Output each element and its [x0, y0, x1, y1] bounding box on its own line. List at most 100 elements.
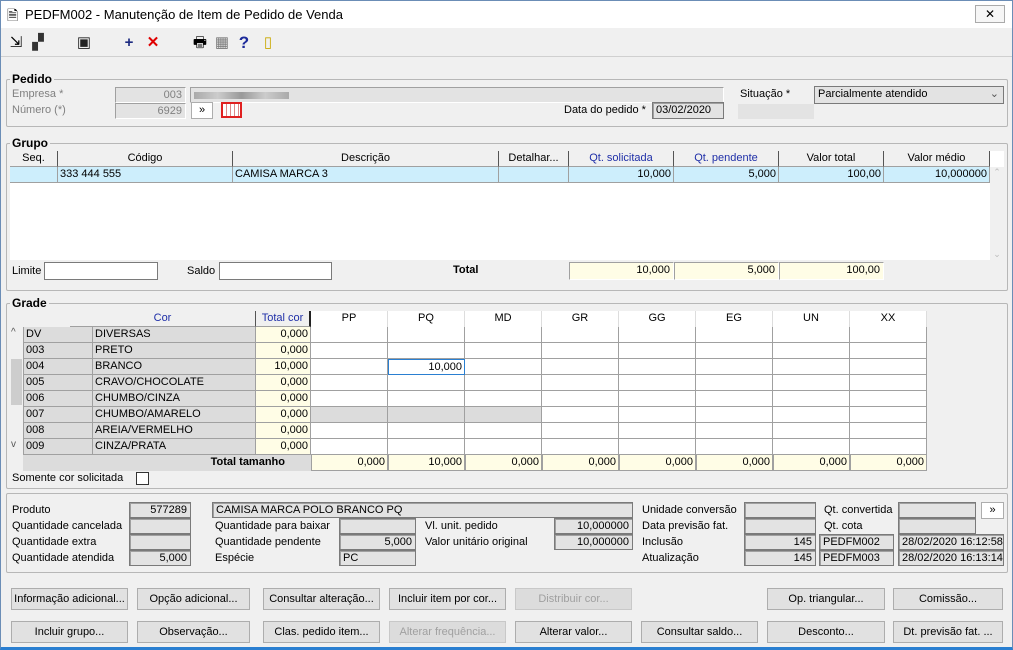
scroll-up-icon[interactable]: ^: [11, 327, 16, 338]
exit-icon[interactable]: ▯: [263, 34, 273, 51]
somente-cor-checkbox[interactable]: [136, 472, 149, 485]
size-cell[interactable]: [619, 439, 696, 455]
inclusao-prog[interactable]: PEDFM002: [819, 534, 894, 550]
table-cell[interactable]: [499, 167, 569, 183]
size-cell[interactable]: [542, 439, 619, 455]
size-cell[interactable]: [388, 327, 465, 343]
size-cell[interactable]: [311, 423, 388, 439]
size-cell[interactable]: [388, 391, 465, 407]
size-cell[interactable]: [311, 391, 388, 407]
column-header[interactable]: Detalhar...: [499, 151, 569, 167]
size-cell[interactable]: [619, 375, 696, 391]
size-cell[interactable]: [850, 439, 927, 455]
incluir-grupo-button[interactable]: Incluir grupo...: [11, 621, 128, 643]
size-cell[interactable]: [465, 439, 542, 455]
table-cell[interactable]: [10, 167, 58, 183]
produto-nome-field[interactable]: CAMISA MARCA POLO BRANCO PQ: [212, 502, 633, 518]
size-cell[interactable]: [773, 391, 850, 407]
size-cell[interactable]: [850, 423, 927, 439]
size-cell[interactable]: [465, 359, 542, 375]
size-cell[interactable]: [619, 327, 696, 343]
more-info-button[interactable]: »: [981, 502, 1004, 519]
export-icon[interactable]: ⇲: [9, 34, 23, 51]
size-cell[interactable]: [850, 359, 927, 375]
atualizacao-dt[interactable]: 28/02/2020 16:13:14: [898, 550, 1004, 566]
size-cell[interactable]: [311, 343, 388, 359]
consultar-saldo-button[interactable]: Consultar saldo...: [641, 621, 758, 643]
size-cell[interactable]: [465, 407, 542, 423]
desconto-button[interactable]: Desconto...: [767, 621, 885, 643]
table-cell[interactable]: 10,000: [569, 167, 674, 183]
table-cell[interactable]: 100,00: [779, 167, 884, 183]
size-cell[interactable]: [311, 375, 388, 391]
size-cell[interactable]: [542, 391, 619, 407]
consultar-alteracao-button[interactable]: Consultar alteração...: [263, 588, 380, 610]
size-cell[interactable]: [850, 391, 927, 407]
data-pedido-field[interactable]: 03/02/2020: [652, 102, 724, 119]
incluir-item-cor-button[interactable]: Incluir item por cor...: [389, 588, 506, 610]
size-cell[interactable]: [696, 423, 773, 439]
copy-icon[interactable]: ▞: [32, 34, 44, 51]
qt-baixar-field[interactable]: [339, 518, 416, 534]
help-icon[interactable]: ?: [238, 33, 250, 52]
size-cell[interactable]: [311, 327, 388, 343]
size-cell[interactable]: [773, 423, 850, 439]
scroll-up-icon[interactable]: ⌃: [993, 167, 1001, 177]
size-cell[interactable]: [388, 343, 465, 359]
qt-atendida-field[interactable]: 5,000: [129, 550, 191, 566]
qt-pendente-field[interactable]: 5,000: [339, 534, 416, 550]
size-cell[interactable]: [619, 359, 696, 375]
column-header[interactable]: Valor total: [779, 151, 884, 167]
size-cell[interactable]: [696, 439, 773, 455]
size-cell[interactable]: [311, 439, 388, 455]
dt-previsao-button[interactable]: Dt. previsão fat. ...: [893, 621, 1003, 643]
scroll-thumb[interactable]: [11, 359, 22, 405]
size-cell[interactable]: [542, 359, 619, 375]
info-adicional-button[interactable]: Informação adicional...: [11, 588, 128, 610]
column-header[interactable]: Seq.: [10, 151, 58, 167]
size-cell[interactable]: [542, 407, 619, 423]
especie-field[interactable]: PC: [339, 550, 416, 566]
dt-prev-field[interactable]: [744, 518, 816, 534]
comissao-button[interactable]: Comissão...: [893, 588, 1003, 610]
search-pedido-button[interactable]: »: [191, 102, 213, 119]
size-cell[interactable]: [542, 343, 619, 359]
size-cell[interactable]: [542, 327, 619, 343]
produto-field[interactable]: 577289: [129, 502, 191, 518]
size-cell[interactable]: [773, 407, 850, 423]
empresa-name-field[interactable]: [190, 87, 724, 103]
print-icon[interactable]: 🖶: [192, 34, 208, 51]
atualizacao-user[interactable]: 145: [744, 550, 816, 566]
size-cell[interactable]: [388, 375, 465, 391]
size-cell[interactable]: [850, 327, 927, 343]
size-cell[interactable]: [388, 439, 465, 455]
size-cell[interactable]: [542, 423, 619, 439]
size-cell[interactable]: [850, 407, 927, 423]
delete-icon[interactable]: ✕: [146, 34, 160, 51]
size-cell[interactable]: [465, 375, 542, 391]
size-cell[interactable]: [696, 359, 773, 375]
column-header[interactable]: Qt. solicitada: [569, 151, 674, 167]
table-cell[interactable]: CAMISA MARCA 3: [233, 167, 499, 183]
column-header[interactable]: Valor médio: [884, 151, 990, 167]
size-cell[interactable]: [465, 343, 542, 359]
qt-cota-field[interactable]: [898, 518, 976, 534]
vl-unit-field[interactable]: 10,000000: [554, 518, 633, 534]
vl-orig-field[interactable]: 10,000000: [554, 534, 633, 550]
table-cell[interactable]: 10,000000: [884, 167, 990, 183]
saldo-input[interactable]: [219, 262, 332, 280]
inclusao-dt[interactable]: 28/02/2020 16:12:58: [898, 534, 1004, 550]
table-cell[interactable]: 333 444 555: [58, 167, 233, 183]
size-cell[interactable]: [696, 375, 773, 391]
opcao-adicional-button[interactable]: Opção adicional...: [137, 588, 250, 610]
size-cell[interactable]: [773, 439, 850, 455]
size-cell[interactable]: 10,000: [388, 359, 465, 375]
close-button[interactable]: ✕: [975, 5, 1005, 23]
grade-scrollbar[interactable]: ^ v: [11, 327, 22, 455]
column-header[interactable]: Qt. pendente: [674, 151, 779, 167]
size-cell[interactable]: [773, 327, 850, 343]
un-conv-field[interactable]: [744, 502, 816, 518]
atualizacao-prog[interactable]: PEDFM003: [819, 550, 894, 566]
qt-extra-field[interactable]: [129, 534, 191, 550]
size-cell[interactable]: [696, 391, 773, 407]
